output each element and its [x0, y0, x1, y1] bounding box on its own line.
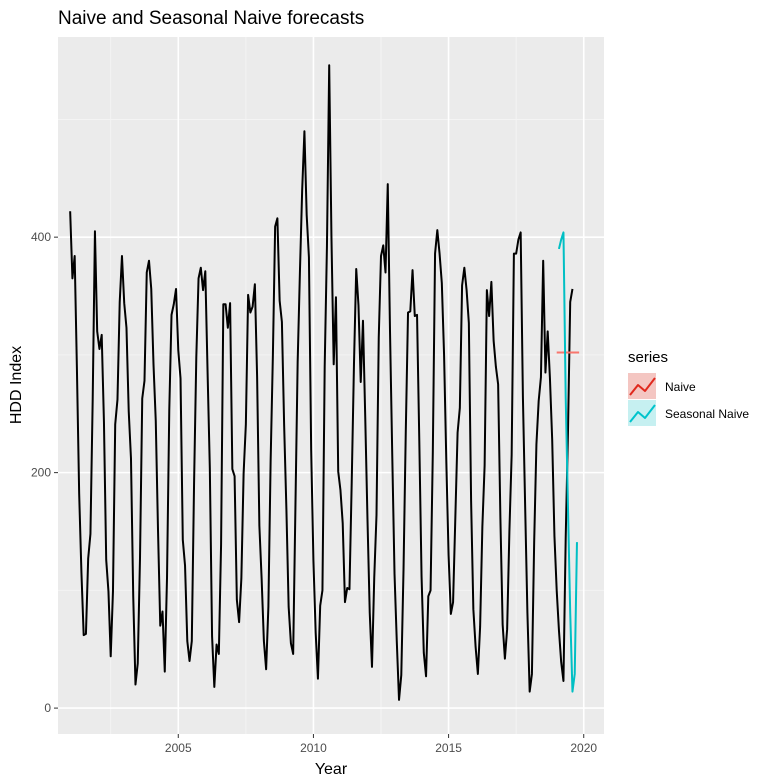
y-axis-title: HDD Index — [8, 346, 25, 424]
legend: series Naive Seasonal Naive — [628, 349, 749, 426]
axis-ticks — [54, 236, 585, 738]
legend-line-seasonal-naive — [629, 404, 656, 423]
legend-swatch-naive — [628, 373, 656, 399]
x-tick-label-3: 2020 — [570, 741, 597, 755]
chart-title: Naive and Seasonal Naive forecasts — [58, 8, 364, 29]
series-lines — [69, 64, 580, 701]
tick-labels: 2005 2010 2015 2020 0 200 400 — [31, 230, 597, 755]
legend-swatch-seasonal-naive — [628, 400, 656, 426]
x-tick-label-1: 2010 — [300, 741, 327, 755]
legend-title: series — [628, 349, 668, 366]
legend-label-seasonal-naive: Seasonal Naive — [665, 407, 749, 421]
seasonal-naive-series-line — [557, 231, 578, 693]
legend-line-naive — [629, 377, 656, 396]
y-tick-label-2: 400 — [31, 230, 51, 244]
y-tick-label-0: 0 — [44, 701, 51, 715]
x-axis-title: Year — [315, 761, 348, 778]
legend-label-naive: Naive — [665, 380, 696, 394]
history-series-line — [69, 64, 574, 701]
x-tick-label-0: 2005 — [165, 741, 192, 755]
legend-items: Naive Seasonal Naive — [628, 373, 749, 426]
x-tick-label-2: 2015 — [435, 741, 462, 755]
y-tick-label-1: 200 — [31, 466, 51, 480]
